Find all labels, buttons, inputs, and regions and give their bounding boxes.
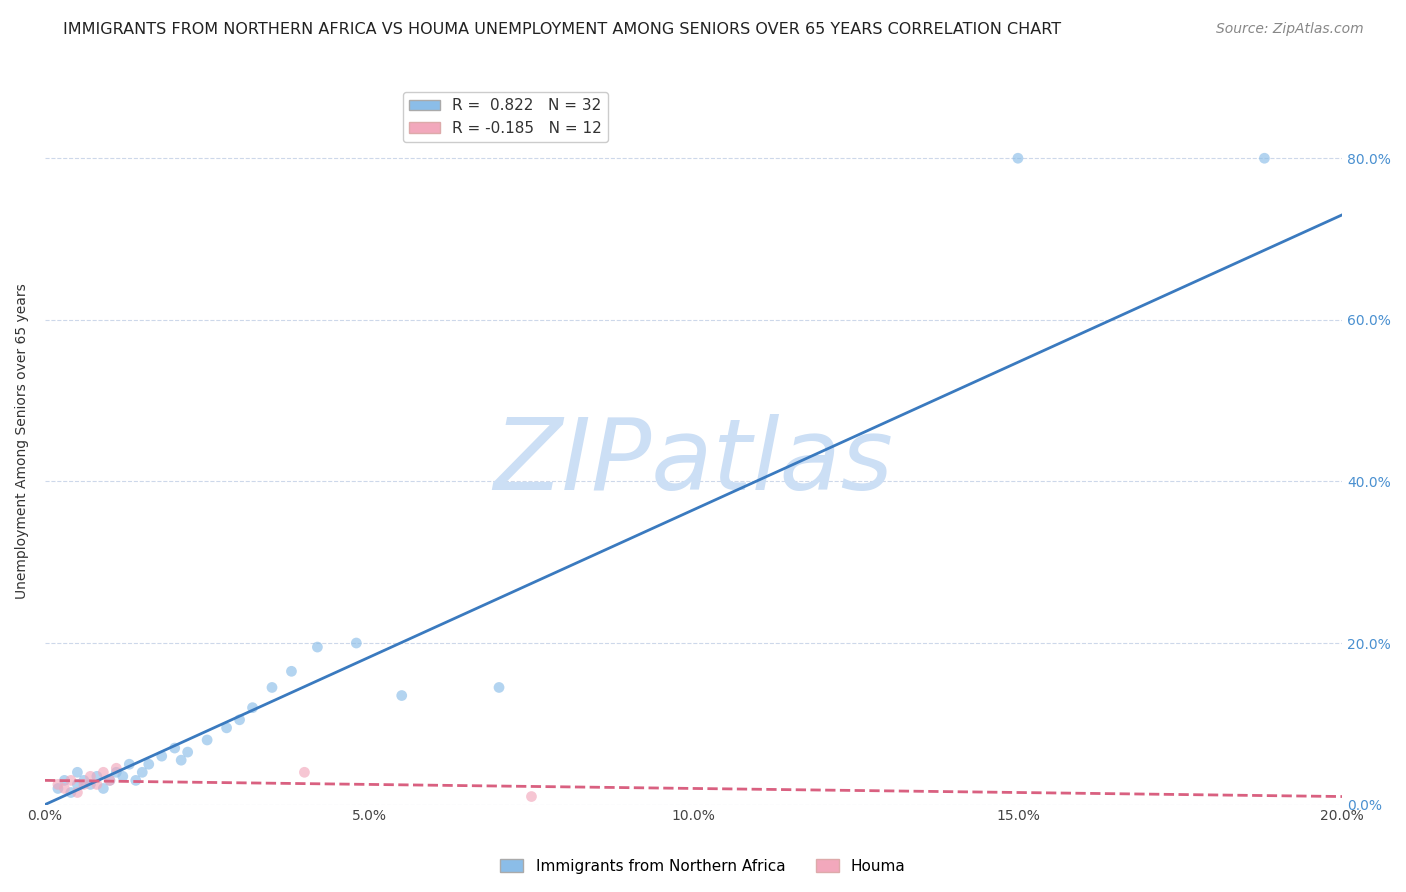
Text: ZIPatlas: ZIPatlas — [494, 415, 894, 511]
Point — [86, 769, 108, 783]
Point — [53, 781, 76, 796]
Point — [294, 765, 316, 780]
Point — [131, 765, 153, 780]
Point — [86, 777, 108, 791]
Point — [344, 636, 367, 650]
Point — [111, 769, 134, 783]
Point — [195, 733, 218, 747]
Point — [391, 689, 413, 703]
Point — [73, 773, 96, 788]
Y-axis label: Unemployment Among Seniors over 65 years: Unemployment Among Seniors over 65 years — [15, 283, 30, 599]
Point — [1253, 151, 1275, 165]
Point — [242, 700, 264, 714]
Point — [260, 681, 283, 695]
Legend: R =  0.822   N = 32, R = -0.185   N = 12: R = 0.822 N = 32, R = -0.185 N = 12 — [404, 93, 607, 142]
Point — [307, 640, 329, 654]
Point — [93, 765, 115, 780]
Point — [66, 785, 89, 799]
Point — [66, 765, 89, 780]
Point — [105, 761, 128, 775]
Point — [98, 773, 121, 788]
Point — [59, 773, 82, 788]
Point — [215, 721, 238, 735]
Text: Source: ZipAtlas.com: Source: ZipAtlas.com — [1216, 22, 1364, 37]
Point — [280, 665, 302, 679]
Point — [66, 777, 89, 791]
Point — [93, 781, 115, 796]
Point — [98, 773, 121, 788]
Legend: Immigrants from Northern Africa, Houma: Immigrants from Northern Africa, Houma — [495, 853, 911, 880]
Point — [1007, 151, 1029, 165]
Point — [170, 753, 193, 767]
Text: IMMIGRANTS FROM NORTHERN AFRICA VS HOUMA UNEMPLOYMENT AMONG SENIORS OVER 65 YEAR: IMMIGRANTS FROM NORTHERN AFRICA VS HOUMA… — [63, 22, 1062, 37]
Point — [125, 773, 148, 788]
Point — [59, 785, 82, 799]
Point — [105, 765, 128, 780]
Point — [150, 749, 173, 764]
Point — [73, 777, 96, 791]
Point — [46, 777, 69, 791]
Point — [163, 741, 186, 756]
Point — [228, 713, 250, 727]
Point — [520, 789, 543, 804]
Point — [53, 773, 76, 788]
Point — [79, 769, 101, 783]
Point — [488, 681, 510, 695]
Point — [46, 781, 69, 796]
Point — [118, 757, 141, 772]
Point — [176, 745, 198, 759]
Point — [79, 777, 101, 791]
Point — [138, 757, 160, 772]
